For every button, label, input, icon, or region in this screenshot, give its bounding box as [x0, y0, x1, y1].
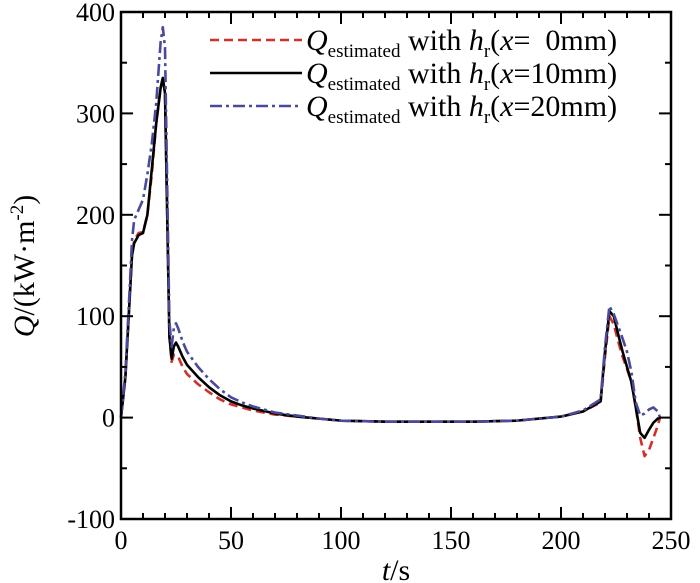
x-tick-label: 0 — [115, 526, 128, 555]
series-line-1 — [119, 76, 662, 458]
y-tick-label: 100 — [76, 302, 115, 331]
legend-entry-2: Qestimated with hr(x=10mm) — [306, 57, 617, 95]
ticks-layer — [120, 11, 672, 520]
x-tick-label: 250 — [652, 526, 691, 555]
x-tick-label: 50 — [218, 526, 244, 555]
y-tick-label: -100 — [67, 505, 115, 534]
x-tick-label: 200 — [542, 526, 581, 555]
x-tick-label: 100 — [322, 526, 361, 555]
legend-entry-1: Qestimated with hr(x= 0mm) — [306, 24, 617, 62]
y-tick-label: 400 — [76, 0, 115, 27]
y-tick-label: 200 — [76, 201, 115, 230]
series-line-3 — [119, 25, 662, 423]
legend-entry-3: Qestimated with hr(x=20mm) — [306, 90, 617, 128]
series-line-2 — [119, 76, 661, 440]
y-axis-title: Q/(kW·m-2) — [7, 195, 41, 337]
legend: Qestimated with hr(x= 0mm)Qestimated wit… — [210, 24, 617, 128]
y-tick-label: 0 — [102, 404, 115, 433]
x-tick-label: 150 — [432, 526, 471, 555]
series-layer — [119, 25, 662, 458]
x-axis-title: t/s — [382, 554, 410, 583]
y-tick-label: 300 — [76, 99, 115, 128]
